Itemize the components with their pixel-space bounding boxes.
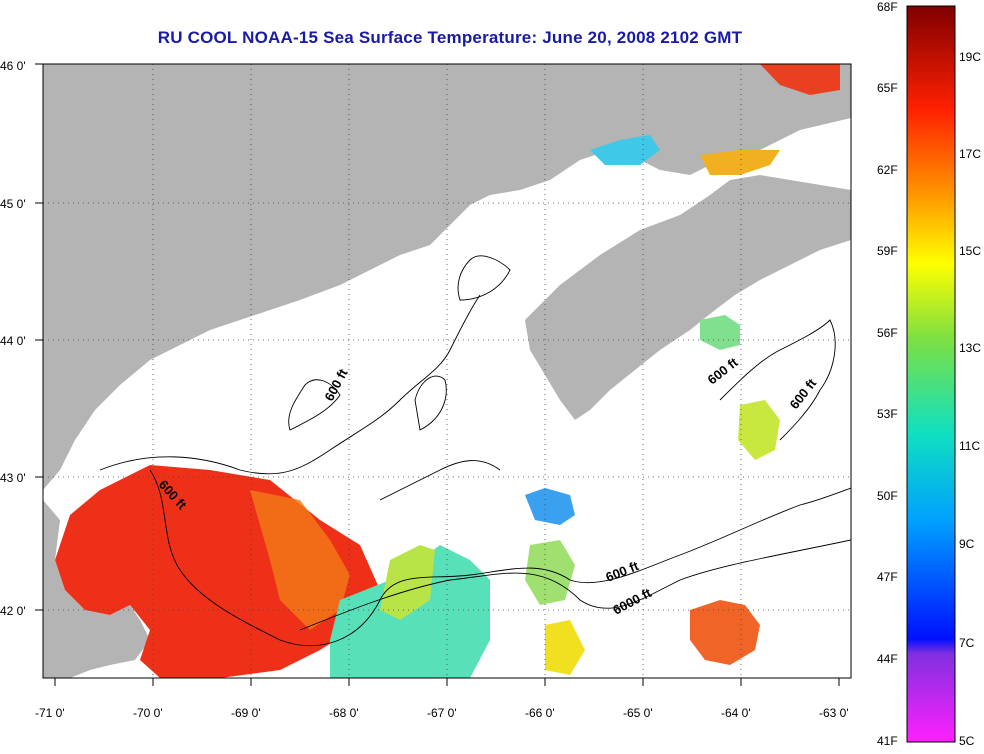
lat-tick-label: 45 0' (0, 197, 26, 211)
lat-tick-label: 42 0' (0, 604, 26, 618)
colorbar-c-label: 7C (959, 636, 975, 650)
land-cape-cod (43, 500, 150, 678)
lon-tick-label: -68 0' (329, 706, 359, 720)
colorbar-fahrenheit-labels: 68F 65F 62F 59F 56F 53F 50F 47F 44F 41F (877, 0, 898, 748)
colorbar-c-label: 17C (959, 147, 981, 161)
green-patch-south (525, 540, 575, 605)
colorbar-f-label: 47F (877, 570, 898, 584)
lon-tick-label: -70 0' (133, 706, 163, 720)
colorbar (906, 5, 956, 743)
land-mainland (43, 64, 851, 490)
lon-tick-label: -71 0' (35, 706, 65, 720)
lon-tick-labels: -71 0' -70 0' -69 0' -68 0' -67 0' -66 0… (35, 706, 849, 720)
colorbar-c-label: 19C (959, 50, 981, 64)
lon-tick-label: -69 0' (231, 706, 261, 720)
lat-tick-labels: 46 0' 45 0' 44 0' 43 0' 42 0' (0, 59, 26, 618)
green-patch-ns (700, 315, 740, 350)
colorbar-c-label: 15C (959, 244, 981, 258)
lat-tick-label: 46 0' (0, 59, 26, 73)
green-water-band (380, 545, 435, 620)
colorbar-c-label: 9C (959, 537, 975, 551)
land-nova-scotia (525, 175, 851, 420)
lon-tick-label: -64 0' (721, 706, 751, 720)
orange-patch-east (690, 600, 760, 665)
lat-tick-label: 43 0' (0, 471, 26, 485)
colorbar-f-label: 53F (877, 407, 898, 421)
lon-tick-label: -65 0' (623, 706, 653, 720)
yellow-patch-south (545, 620, 585, 675)
colorbar-f-label: 65F (877, 81, 898, 95)
colorbar-c-label: 13C (959, 341, 981, 355)
colorbar-f-label: 44F (877, 652, 898, 666)
lon-tick-label: -63 0' (819, 706, 849, 720)
yellow-green-patch-ns (738, 400, 780, 460)
map-title: RU COOL NOAA-15 Sea Surface Temperature:… (157, 28, 743, 47)
colorbar-f-label: 62F (877, 163, 898, 177)
orange-water-patch (250, 490, 350, 630)
lat-tick-label: 44 0' (0, 334, 26, 348)
colorbar-f-label: 68F (877, 0, 898, 14)
colorbar-f-label: 41F (877, 734, 898, 748)
bay-of-fundy-colors (590, 135, 660, 165)
lon-tick-label: -66 0' (525, 706, 555, 720)
colorbar-c-label: 11C (959, 439, 980, 453)
colorbar-f-label: 59F (877, 244, 898, 258)
depth-contours (99, 255, 851, 647)
axis-ticks (35, 63, 840, 686)
minas-basin-colors (700, 150, 780, 175)
lon-tick-label: -67 0' (427, 706, 457, 720)
gulf-stlawrence-warm (760, 64, 840, 95)
colorbar-f-label: 56F (877, 326, 898, 340)
blue-water-patch (525, 488, 575, 525)
colorbar-celsius-labels: 19C 17C 15C 13C 11C 9C 7C 5C (959, 50, 981, 748)
colorbar-c-label: 5C (959, 734, 975, 748)
colorbar-f-label: 50F (877, 489, 898, 503)
